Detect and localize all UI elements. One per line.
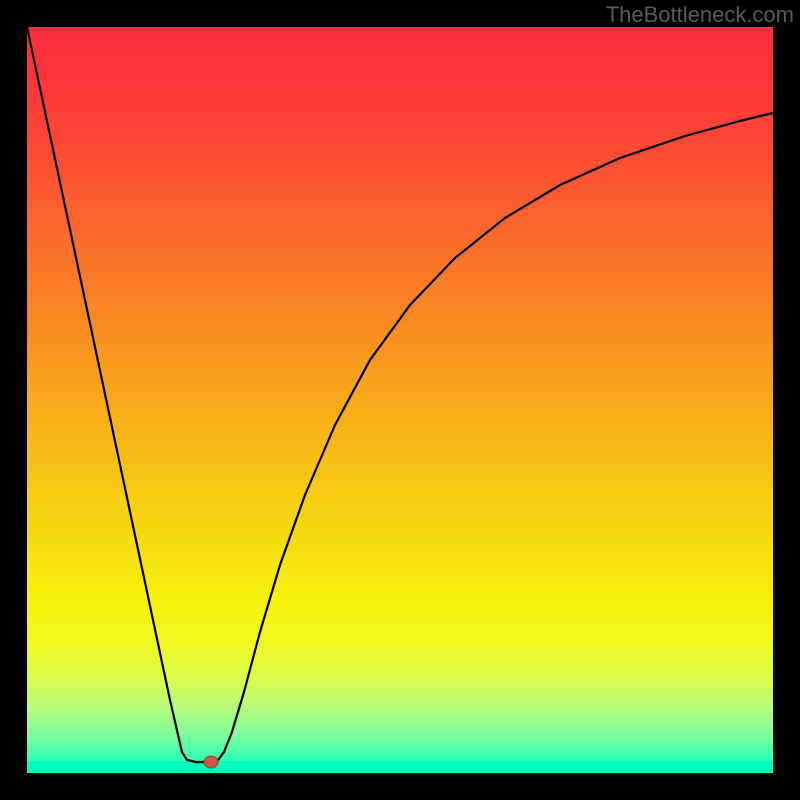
chart-svg (0, 0, 800, 800)
watermark-text: TheBottleneck.com (606, 2, 794, 28)
bottleneck-chart: TheBottleneck.com (0, 0, 800, 800)
